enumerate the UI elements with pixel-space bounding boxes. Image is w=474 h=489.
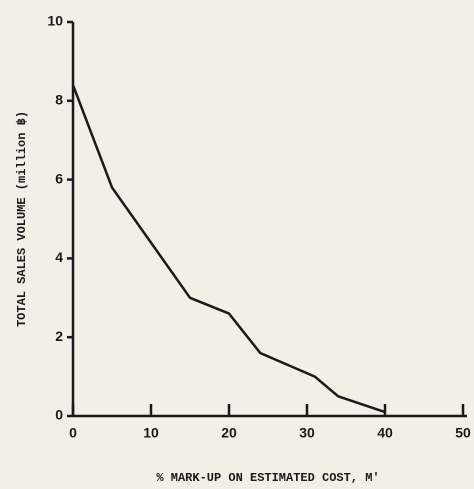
x-tick-label: 30 <box>299 425 315 441</box>
y-tick-label: 0 <box>55 407 63 423</box>
x-tick-label: 20 <box>221 425 237 441</box>
y-tick-label: 2 <box>55 328 63 344</box>
y-tick-label: 6 <box>55 170 63 186</box>
y-tick-label: 8 <box>55 92 63 108</box>
x-tick-label: 40 <box>377 425 393 441</box>
x-axis-label: % MARK-UP ON ESTIMATED COST, M' <box>156 471 379 485</box>
x-tick-label: 0 <box>69 425 77 441</box>
x-tick-label: 10 <box>143 425 159 441</box>
y-axis-label: TOTAL SALES VOLUME (million ฿) <box>15 111 29 327</box>
y-tick-label: 10 <box>47 13 63 29</box>
x-tick-label: 50 <box>455 425 471 441</box>
y-tick-label: 4 <box>55 249 63 265</box>
chart: % MARK-UP ON ESTIMATED COST, M' TOTAL SA… <box>0 0 474 489</box>
